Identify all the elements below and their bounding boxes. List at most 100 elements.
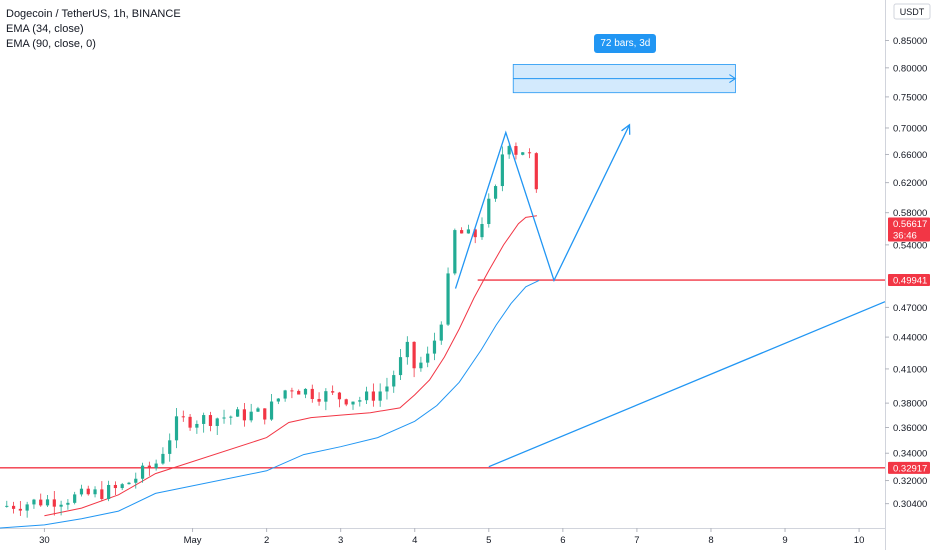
y-tick-label: 0.85000 (893, 36, 927, 47)
candle (86, 485, 90, 496)
y-tick-label: 0.34000 (893, 449, 927, 460)
candle-body (5, 505, 9, 507)
candle (127, 481, 131, 485)
candle-body (32, 499, 36, 505)
candle (242, 402, 246, 427)
candle (11, 501, 16, 514)
candle (120, 482, 124, 491)
bar-countdown-label: 36:46 (893, 231, 917, 242)
candle-body (398, 357, 403, 376)
candle (73, 491, 77, 505)
candle (107, 480, 111, 502)
candle-body (419, 362, 423, 369)
candle (480, 217, 484, 240)
candle-body (45, 499, 50, 506)
candle-body (188, 416, 192, 428)
candle-body (358, 400, 362, 402)
candle-body (18, 508, 22, 511)
candle-body (154, 463, 158, 469)
candle (378, 383, 382, 407)
candle (134, 472, 138, 489)
candle (371, 383, 375, 407)
ema-90-label: EMA (90, close, 0) (6, 38, 96, 50)
candle-body (147, 465, 151, 469)
y-tick-label: 0.70000 (893, 123, 927, 134)
candle (344, 398, 348, 407)
candle-body (487, 198, 491, 225)
candle-body (202, 415, 206, 424)
ema-34-line (44, 215, 537, 517)
candle (32, 498, 36, 509)
candle-body (11, 505, 16, 509)
candle (66, 499, 70, 510)
last-price-label: 0.56617 (893, 219, 927, 230)
candle (79, 484, 84, 497)
candle (534, 152, 538, 193)
x-tick-label: 9 (782, 535, 787, 546)
candle (45, 495, 50, 507)
support-price-label: 0.32917 (893, 463, 927, 474)
candle-body (500, 154, 504, 187)
candle (93, 486, 97, 498)
y-tick-label: 0.41000 (893, 364, 927, 375)
candle-body (378, 391, 382, 401)
candle (303, 388, 308, 399)
candle-body (351, 401, 355, 405)
date-range-measure-label[interactable]: 72 bars, 3d (594, 34, 657, 54)
candle-body (242, 409, 246, 421)
currency-label: USDT (900, 7, 925, 17)
candle (324, 388, 328, 411)
path-projection-line (454, 124, 631, 289)
candle-body (521, 152, 525, 155)
candle-body (432, 340, 437, 354)
candle (331, 385, 335, 396)
candle (521, 152, 525, 156)
candle-body (514, 146, 518, 155)
candle-body (127, 482, 131, 485)
candle-body (331, 391, 335, 393)
candle (140, 462, 145, 483)
candle-body (215, 418, 219, 426)
candle-body (134, 478, 138, 483)
resistance-price-label: 0.49941 (893, 276, 927, 287)
candle-body (317, 398, 321, 402)
y-tick-label: 0.66000 (893, 150, 927, 161)
y-tick-label: 0.32000 (893, 476, 927, 487)
candle (466, 224, 471, 234)
candle-body (208, 415, 213, 426)
candle (154, 459, 158, 471)
candle (419, 356, 423, 372)
candle-body (93, 489, 97, 495)
candle (364, 386, 369, 405)
candle (358, 396, 362, 407)
x-tick-label: 7 (634, 535, 639, 546)
candle-body (256, 408, 260, 412)
candle-body (276, 398, 280, 402)
candle-body (446, 273, 450, 325)
candle-body (371, 391, 375, 401)
candle (432, 332, 437, 361)
y-tick-label: 0.36000 (893, 423, 927, 434)
candle-body (66, 502, 70, 505)
candle-body (79, 488, 84, 495)
candle (215, 417, 219, 435)
candle-body (73, 494, 77, 503)
candle (188, 413, 192, 431)
candle (147, 461, 151, 476)
x-tick-label: 30 (39, 535, 50, 546)
candle (500, 146, 504, 192)
x-tick-label: 3 (338, 535, 343, 546)
candle (276, 398, 280, 405)
candle (161, 447, 165, 465)
candle-body (344, 399, 348, 405)
candle-body (168, 440, 172, 454)
candle-body (120, 484, 124, 489)
candle-body (466, 229, 471, 234)
candle-body (364, 391, 369, 401)
y-tick-label: 0.44000 (893, 333, 927, 344)
support-price-tag (888, 461, 930, 474)
candle (52, 490, 56, 516)
candle (392, 370, 396, 393)
